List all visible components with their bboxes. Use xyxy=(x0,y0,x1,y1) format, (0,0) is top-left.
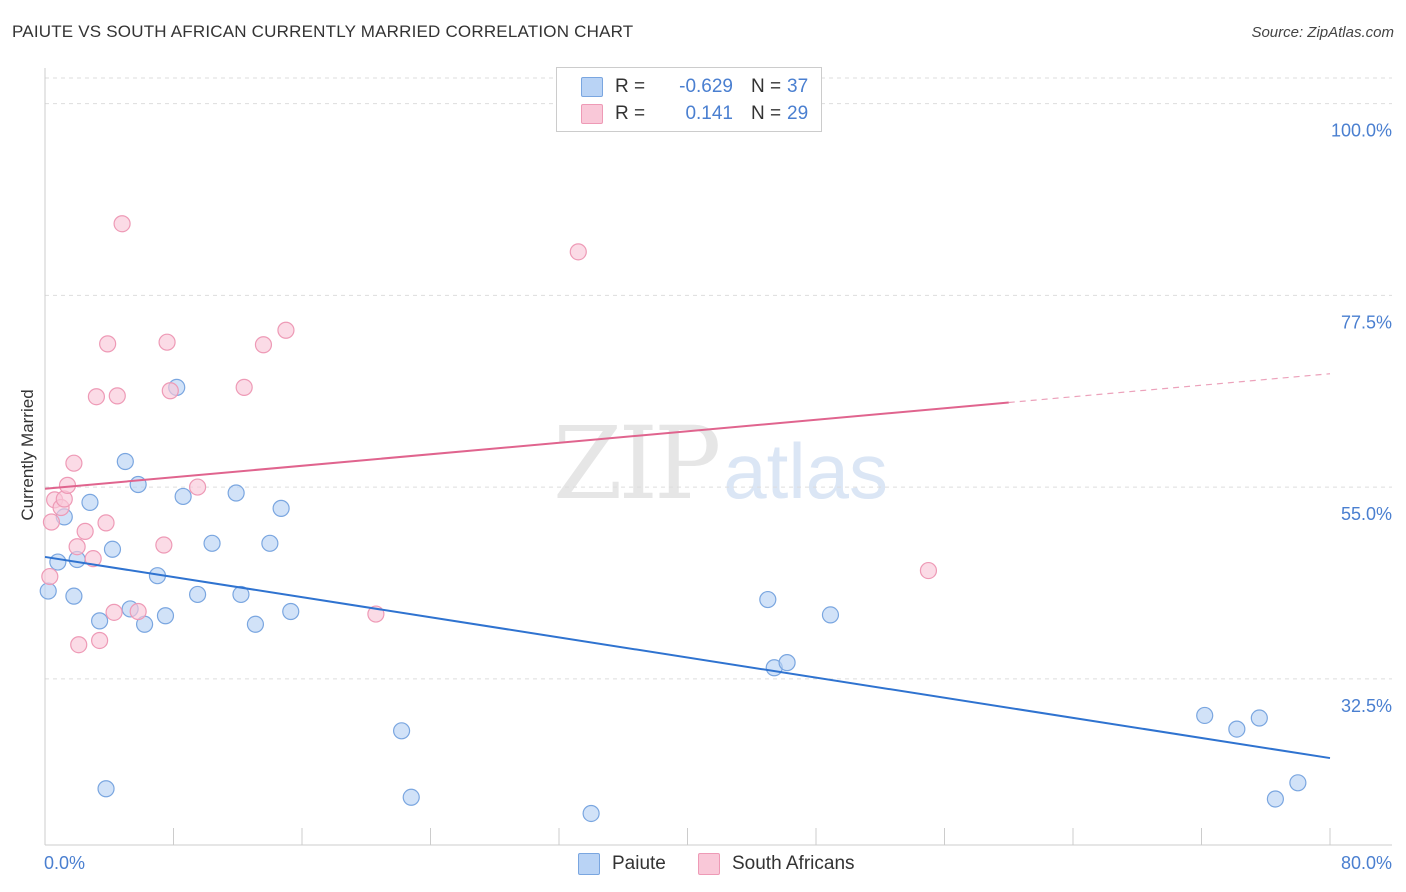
paiute-point xyxy=(81,493,99,512)
south-africans-point xyxy=(113,215,131,233)
paiute-point xyxy=(821,606,840,624)
south-africans-point xyxy=(42,513,61,531)
watermark-zip: ZIP xyxy=(553,405,721,522)
south-africans-point xyxy=(129,602,147,621)
bottom-paiute-label: Paiute xyxy=(612,853,666,874)
south-africans-point xyxy=(277,321,295,339)
y-tick-label: 32.5% xyxy=(1341,696,1392,716)
south-africans-swatch xyxy=(581,104,603,124)
watermark: ZIPatlas xyxy=(553,405,888,522)
paiute-trend-line xyxy=(44,555,1331,760)
paiute-point xyxy=(272,499,290,517)
paiute-point xyxy=(174,487,192,506)
y-tick-label: 77.5% xyxy=(1341,312,1392,332)
south-africans-n-label: N = xyxy=(751,103,782,124)
watermark-atlas: atlas xyxy=(723,427,889,515)
paiute-point xyxy=(1266,790,1284,808)
paiute-point xyxy=(49,553,67,571)
bottom-south-africans-swatch xyxy=(698,853,720,875)
paiute-point xyxy=(103,540,122,558)
paiute-point xyxy=(392,722,411,740)
x-tick-label-max: 80.0% xyxy=(1341,853,1392,873)
y-axis-label: Currently Married xyxy=(18,389,37,521)
south-africans-r-label: R = xyxy=(615,103,646,124)
stats-legend: R = -0.629 N = 37 R = 0.141 N = 29 xyxy=(556,67,822,132)
paiute-point xyxy=(129,475,147,494)
south-africans-point xyxy=(99,335,117,353)
south-africans-point xyxy=(70,636,88,654)
south-africans-point xyxy=(97,514,115,532)
south-africans-point xyxy=(68,538,86,556)
x-tick-label-min: 0.0% xyxy=(44,853,85,873)
south-africans-trend-extension xyxy=(1008,373,1331,404)
source-label: Source: ZipAtlas.com xyxy=(1251,24,1394,41)
south-africans-point xyxy=(919,561,938,580)
paiute-point xyxy=(261,534,279,552)
south-africans-point xyxy=(76,522,94,540)
paiute-point xyxy=(246,615,265,633)
paiute-point xyxy=(65,587,83,605)
south-africans-point xyxy=(91,631,109,650)
south-africans-point xyxy=(108,387,126,405)
paiute-point xyxy=(1250,709,1268,727)
paiute-r-value: -0.629 xyxy=(679,76,733,97)
paiute-n-label: N = xyxy=(751,76,782,97)
south-africans-point xyxy=(158,333,176,351)
legend-row-paiute: R = -0.629 N = 37 xyxy=(581,74,808,100)
south-africans-point xyxy=(84,550,102,568)
paiute-point xyxy=(203,534,221,552)
paiute-point xyxy=(759,590,777,609)
chart-title: PAIUTE VS SOUTH AFRICAN CURRENTLY MARRIE… xyxy=(12,22,634,41)
south-africans-n-value: 29 xyxy=(787,103,809,124)
paiute-r-label: R = xyxy=(615,76,646,97)
paiute-point xyxy=(582,804,600,823)
south-africans-r-value: 0.141 xyxy=(685,103,733,124)
paiute-n-value: 37 xyxy=(787,76,809,97)
y-tick-label: 100.0% xyxy=(1331,121,1392,141)
legend-row-south-africans: R = 0.141 N = 29 xyxy=(581,101,808,127)
south-africans-point xyxy=(65,454,83,472)
paiute-point xyxy=(1196,706,1214,725)
paiute-point xyxy=(116,452,134,471)
bottom-paiute-swatch xyxy=(578,853,600,875)
south-africans-point xyxy=(569,243,587,261)
bottom-legend-south-africans: South Africans xyxy=(698,851,855,877)
paiute-point xyxy=(282,602,300,621)
paiute-point xyxy=(1228,720,1246,738)
paiute-point xyxy=(1289,774,1307,792)
paiute-point xyxy=(232,585,250,604)
south-africans-trend-line xyxy=(44,401,1009,490)
south-africans-point xyxy=(235,378,253,396)
south-africans-point xyxy=(161,382,179,400)
south-africans-point xyxy=(105,603,123,621)
paiute-point xyxy=(188,585,207,604)
y-tick-label: 55.0% xyxy=(1341,504,1392,524)
paiute-point xyxy=(778,654,796,672)
paiute-point xyxy=(91,612,109,630)
paiute-point xyxy=(97,780,115,798)
south-africans-point xyxy=(188,478,207,496)
paiute-point xyxy=(39,582,57,600)
paiute-point xyxy=(156,607,175,625)
paiute-swatch xyxy=(581,77,603,97)
south-africans-point xyxy=(155,536,173,554)
paiute-point xyxy=(227,484,245,502)
bottom-south-africans-label: South Africans xyxy=(732,853,855,874)
south-africans-point xyxy=(87,388,106,406)
bottom-legend-paiute: Paiute xyxy=(578,851,666,877)
south-africans-point xyxy=(41,567,59,586)
south-africans-point xyxy=(254,336,273,354)
paiute-point xyxy=(402,788,420,806)
